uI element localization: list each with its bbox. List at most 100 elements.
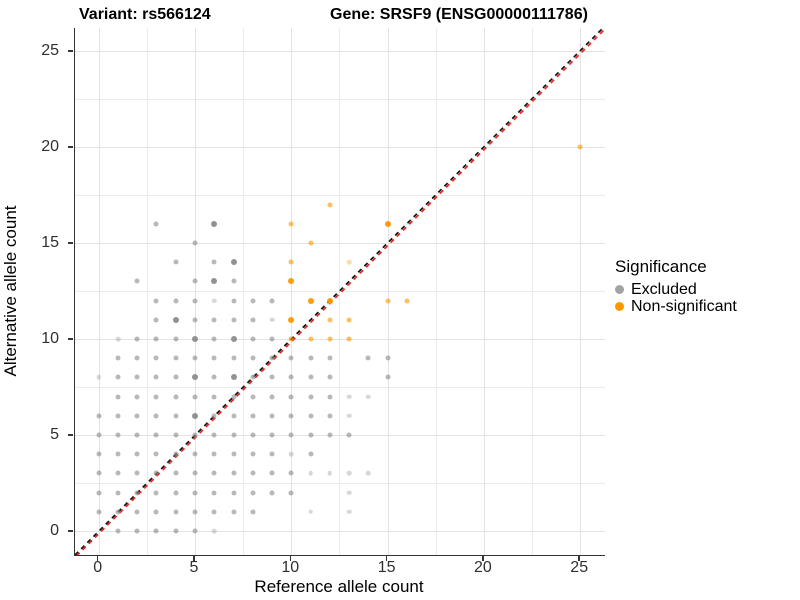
x-tick-label: 0 <box>93 559 103 576</box>
data-point-excluded <box>269 451 275 457</box>
data-point-excluded <box>96 432 102 438</box>
data-point-excluded <box>250 509 256 515</box>
data-point-excluded <box>288 490 294 496</box>
y-tick <box>68 434 73 436</box>
data-point-excluded <box>250 451 256 457</box>
data-point-excluded <box>308 374 314 380</box>
data-point-excluded <box>173 432 179 438</box>
data-point-excluded <box>173 336 179 342</box>
data-point-non-significant <box>327 202 333 208</box>
x-tick <box>193 556 195 561</box>
data-point-excluded <box>211 490 217 496</box>
data-point-excluded <box>327 471 333 476</box>
data-point-excluded <box>346 471 352 476</box>
data-point-excluded <box>134 413 140 419</box>
data-point-excluded <box>230 336 237 342</box>
data-point-excluded <box>231 451 237 457</box>
data-point-excluded <box>346 432 352 438</box>
data-point-non-significant <box>385 298 391 304</box>
data-point-excluded <box>289 451 294 457</box>
y-tick <box>68 530 73 532</box>
y-axis-title: Alternative allele count <box>1 205 20 377</box>
legend-item-excluded: Excluded <box>615 281 737 298</box>
legend: Significance Excluded Non-significant <box>615 257 737 315</box>
data-point-non-significant <box>288 221 294 227</box>
gene-title: Gene: SRSF9 (ENSG00000111786) <box>330 6 588 23</box>
data-point-excluded <box>115 336 121 342</box>
data-point-excluded <box>115 413 121 419</box>
major-gridline <box>75 435 605 436</box>
data-point-excluded <box>308 471 313 476</box>
data-point-excluded <box>308 432 314 438</box>
data-point-excluded <box>211 451 217 457</box>
data-point-excluded <box>173 490 179 496</box>
data-point-excluded <box>288 413 294 419</box>
data-point-excluded <box>96 451 102 457</box>
data-point-excluded <box>115 432 121 438</box>
data-point-excluded <box>385 355 391 361</box>
legend-item-label: Non-significant <box>631 297 737 315</box>
data-point-excluded <box>211 470 217 476</box>
data-point-non-significant <box>346 336 352 342</box>
minor-gridline <box>435 28 437 555</box>
data-point-excluded <box>172 316 179 323</box>
data-point-excluded <box>134 509 140 515</box>
y-tick-label: 10 <box>41 330 59 347</box>
data-point-non-significant <box>327 336 333 342</box>
excluded-swatch-icon <box>615 285 624 294</box>
data-point-excluded <box>250 355 256 361</box>
data-point-non-significant <box>326 297 333 304</box>
data-point-excluded <box>269 432 275 438</box>
data-point-excluded <box>366 394 371 399</box>
data-point-excluded <box>153 355 159 361</box>
data-point-excluded <box>96 490 102 496</box>
data-point-excluded <box>327 413 333 419</box>
data-point-excluded <box>231 394 237 400</box>
data-point-excluded <box>192 240 198 246</box>
data-point-excluded <box>365 355 371 361</box>
minor-gridline <box>75 195 605 196</box>
data-point-excluded <box>192 528 198 534</box>
data-point-excluded <box>134 490 140 496</box>
data-point-excluded <box>308 413 314 419</box>
major-gridline <box>75 339 605 340</box>
data-point-excluded <box>115 528 121 534</box>
data-point-excluded <box>346 394 352 399</box>
data-point-excluded <box>385 374 391 380</box>
data-point-non-significant <box>288 336 294 342</box>
data-point-excluded <box>250 470 256 476</box>
data-point-excluded <box>250 317 256 323</box>
data-point-excluded <box>134 528 140 534</box>
data-point-excluded <box>269 298 275 304</box>
data-point-excluded <box>153 413 159 419</box>
data-point-excluded <box>115 470 121 476</box>
data-point-non-significant <box>288 259 294 265</box>
data-point-excluded <box>269 470 275 476</box>
data-point-excluded <box>96 470 102 476</box>
data-point-excluded <box>231 509 237 515</box>
data-point-excluded <box>211 317 217 323</box>
data-point-excluded <box>134 336 140 342</box>
data-point-excluded <box>250 336 256 342</box>
data-point-excluded <box>153 336 159 342</box>
data-point-excluded <box>269 394 275 400</box>
data-point-excluded <box>134 470 140 476</box>
data-point-excluded <box>269 374 275 380</box>
data-point-excluded <box>115 490 121 496</box>
major-gridline <box>98 28 100 555</box>
data-point-excluded <box>173 528 179 534</box>
data-point-excluded <box>192 298 198 304</box>
data-point-excluded <box>192 412 198 419</box>
data-point-excluded <box>173 394 179 400</box>
non-significant-swatch-icon <box>615 302 624 311</box>
data-point-non-significant <box>346 259 352 265</box>
data-point-excluded <box>211 298 217 303</box>
data-point-excluded <box>366 471 371 476</box>
data-point-excluded <box>269 413 275 419</box>
data-point-excluded <box>192 432 198 438</box>
data-point-excluded <box>211 220 218 227</box>
data-point-excluded <box>134 451 140 457</box>
data-point-excluded <box>153 394 159 400</box>
data-point-excluded <box>211 509 217 515</box>
data-point-excluded <box>327 355 333 361</box>
